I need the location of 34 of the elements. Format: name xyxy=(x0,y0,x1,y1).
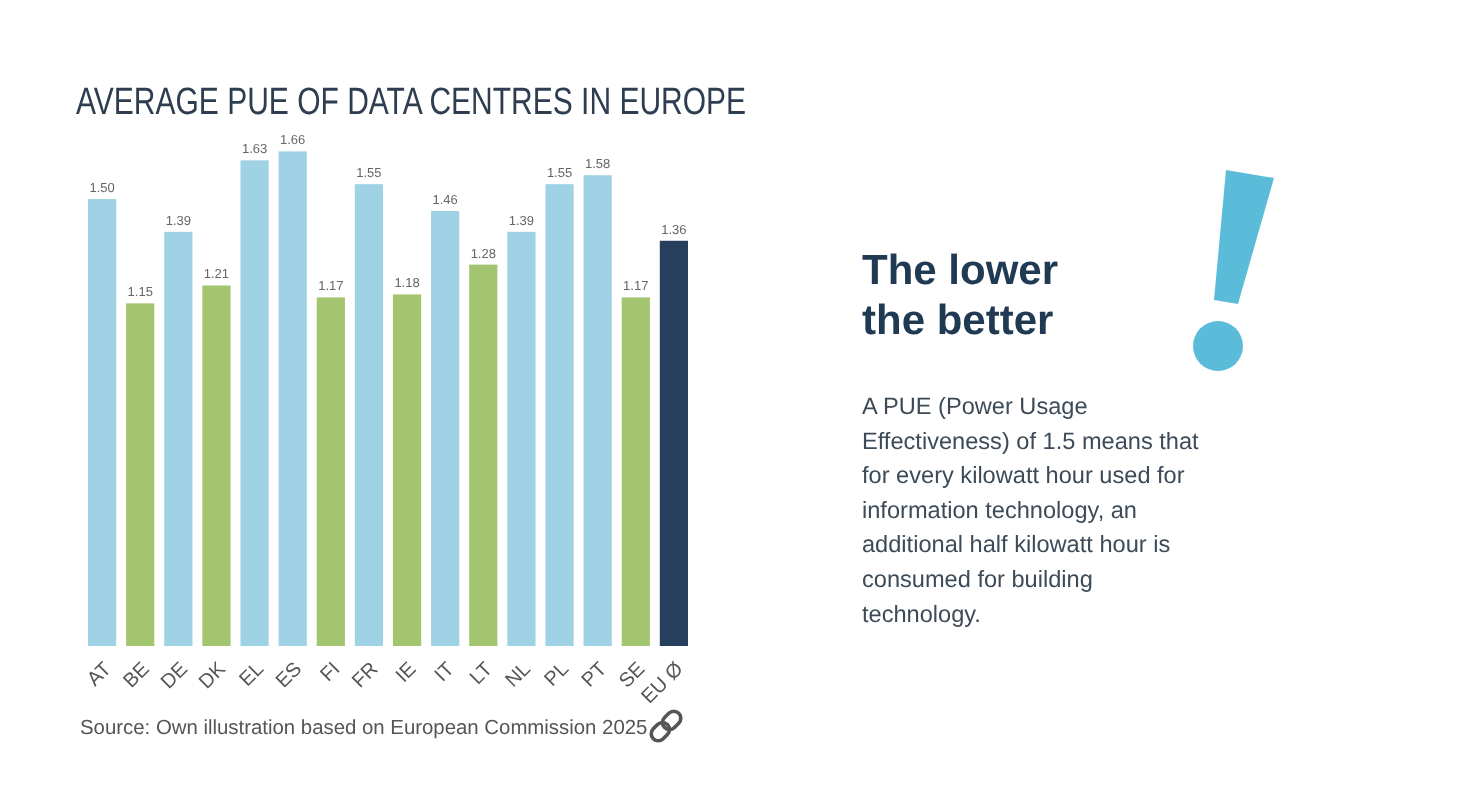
x-tick-label: FR xyxy=(348,658,384,694)
x-tick-label: PT xyxy=(578,658,612,693)
x-tick-label: LT xyxy=(466,658,498,690)
bar xyxy=(659,240,688,646)
bar xyxy=(583,175,612,646)
bar xyxy=(164,231,193,646)
x-tick-label: DK xyxy=(195,658,232,694)
bar xyxy=(392,294,422,646)
bar xyxy=(431,210,460,646)
bar xyxy=(621,297,650,646)
chart-title: AVERAGE PUE OF DATA CENTRES IN EUROPE xyxy=(76,80,747,123)
x-tick-label: IE xyxy=(392,658,422,688)
source-note: Source: Own illustration based on European Commission 2025 xyxy=(80,718,649,740)
text: The lower the better xyxy=(862,248,1059,344)
x-tick-label: DE xyxy=(157,658,194,694)
bar xyxy=(202,285,231,646)
bar xyxy=(469,264,498,646)
x-tick-label: BE xyxy=(120,658,155,694)
bar xyxy=(88,199,117,646)
bar xyxy=(278,151,307,646)
x-tick-label: PL xyxy=(540,658,575,692)
bar xyxy=(316,297,345,646)
bar xyxy=(240,160,269,646)
x-tick-label: EL xyxy=(235,658,270,692)
bar xyxy=(545,184,574,646)
x-tick-label: ES xyxy=(272,658,308,694)
x-tick-label: FI xyxy=(316,658,346,687)
x-tick-label: AT xyxy=(83,658,117,692)
bar xyxy=(354,184,384,646)
text: A PUE (Power Usage Effectiveness) of 1.5 means that for every kilowatt hour used for information technology, an additional half kilowatt hour is consumed for building technology. xyxy=(862,392,1201,628)
bar xyxy=(507,231,536,646)
x-tick-label: IT xyxy=(431,658,460,687)
bar xyxy=(126,303,155,646)
x-tick-label: NL xyxy=(502,658,537,693)
